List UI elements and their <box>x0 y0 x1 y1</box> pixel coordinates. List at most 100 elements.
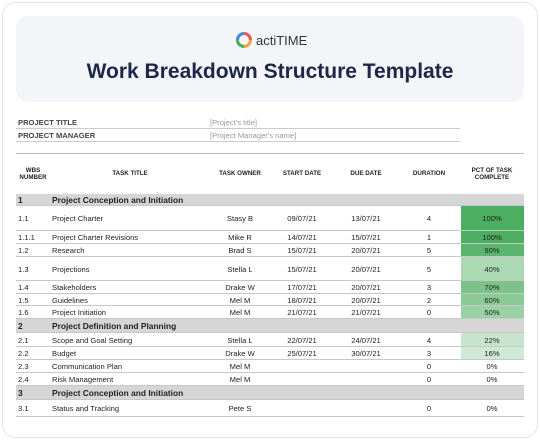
task-cell: 1 <box>426 233 432 242</box>
pct-fill <box>461 206 524 231</box>
task-cell: Mel M <box>229 362 251 371</box>
task-title: Project Charter <box>52 214 104 223</box>
task-cell: 25/07/21 <box>287 349 317 358</box>
row-rule <box>16 416 524 417</box>
column-header: WBS NUMBER <box>19 166 47 181</box>
task-cell: 21/07/21 <box>287 308 317 317</box>
wbs-number: 1.5 <box>18 295 29 305</box>
task-cell: 22/07/21 <box>287 335 317 345</box>
row-rule <box>16 256 524 257</box>
phase-number: 2 <box>18 321 23 331</box>
task-cell: 20/07/21 <box>351 246 381 255</box>
task-cell: 3 <box>426 283 432 292</box>
task-cell: Brad S <box>228 246 252 255</box>
task-cell: 20/07/21 <box>351 295 381 305</box>
project-label: PROJECT MANAGER <box>18 130 96 140</box>
wbs-number: 2.1 <box>18 335 29 345</box>
task-cell: 22% <box>484 335 500 345</box>
task-cell <box>270 400 334 417</box>
task-cell: 0% <box>486 375 498 384</box>
logo-text: actiTIME <box>256 33 308 48</box>
task-title: Research <box>52 246 85 255</box>
task-title: Projections <box>52 264 90 274</box>
logo-icon <box>236 32 252 48</box>
phase-title: Project Conception and Initiation <box>52 195 184 205</box>
wbs-number: 1.1 <box>18 214 29 223</box>
row-rule <box>16 332 524 333</box>
task-cell: 15/07/21 <box>351 233 381 242</box>
column-header: DURATION <box>412 170 446 177</box>
title: Work Breakdown Structure Template <box>86 60 454 83</box>
task-cell: 0 <box>426 375 432 384</box>
task-cell: 4 <box>426 214 432 223</box>
task-cell: 100% <box>482 214 502 223</box>
phase-number: 3 <box>18 388 23 398</box>
task-cell: 5 <box>426 246 432 255</box>
wbs-number: 2.4 <box>18 375 29 384</box>
task-cell: 3 <box>426 349 432 358</box>
task-cell: Drake W <box>225 349 255 358</box>
task-cell: Mel M <box>229 295 251 305</box>
wbs-number: 1.2 <box>18 246 29 255</box>
wbs-number: 2.3 <box>18 362 29 371</box>
row-rule <box>16 399 524 400</box>
task-cell: 16% <box>484 349 500 358</box>
task-cell <box>334 400 398 417</box>
task-cell: 0% <box>486 362 498 371</box>
task-cell: 70% <box>484 283 500 292</box>
phase-row <box>16 194 524 206</box>
phase-row <box>16 386 524 400</box>
column-header: PCT OF TASK COMPLETE <box>471 166 513 181</box>
task-cell: Mel M <box>229 375 251 384</box>
task-cell: 40% <box>484 264 500 274</box>
task-cell: 90% <box>484 246 500 255</box>
logo-arc <box>236 32 252 48</box>
project-value: [Project's title] <box>210 117 258 127</box>
task-cell: 2 <box>426 295 432 305</box>
task-cell: 0 <box>426 404 432 413</box>
task-cell: 20/07/21 <box>351 264 381 274</box>
pct-fill <box>461 347 524 360</box>
task-cell: 24/07/21 <box>351 335 381 345</box>
task-cell: 17/07/21 <box>287 283 317 292</box>
column-header: TASK OWNER <box>219 170 261 177</box>
project-value: [Project Manager's name] <box>210 130 297 140</box>
row-rule <box>16 230 524 231</box>
row-rule <box>16 385 524 386</box>
pct-fill <box>461 294 524 306</box>
task-cell: Stasy B <box>226 214 254 223</box>
task-cell: 4 <box>426 335 432 345</box>
task-cell: Drake W <box>225 283 255 292</box>
task-title: Stakeholders <box>52 283 97 292</box>
task-cell: 0 <box>426 308 432 317</box>
header-panel <box>16 16 524 102</box>
task-cell: Pete S <box>228 404 252 413</box>
wbs-number: 1.1.1 <box>18 233 35 242</box>
pct-fill <box>461 306 524 319</box>
wbs-number: 2.2 <box>18 349 29 358</box>
task-title: Status and Tracking <box>52 404 120 413</box>
pct-fill <box>461 257 524 281</box>
task-cell: 0% <box>486 404 498 413</box>
task-cell: 15/07/21 <box>287 264 317 274</box>
rule <box>16 141 460 142</box>
task-cell: 20/07/21 <box>351 283 381 292</box>
task-title: Project Initiation <box>52 308 107 317</box>
task-cell: 14/07/21 <box>287 233 317 242</box>
row-rule <box>16 346 524 347</box>
phase-title: Project Conception and Initiation <box>52 388 184 398</box>
task-cell: Stella L <box>227 264 253 274</box>
wbs-number: 1.6 <box>18 308 29 317</box>
column-header: DUE DATE <box>350 170 382 177</box>
task-cell: 18/07/21 <box>287 295 317 305</box>
task-title: Scope and Goal Setting <box>52 335 133 345</box>
task-cell: 100% <box>482 233 502 242</box>
column-header: TASK TITLE <box>112 170 148 177</box>
task-cell: Mike R <box>228 233 252 242</box>
task-cell: 60% <box>484 295 500 305</box>
row-rule <box>16 359 524 360</box>
wbs-number: 3.1 <box>18 404 29 413</box>
pct-fill <box>461 281 524 294</box>
